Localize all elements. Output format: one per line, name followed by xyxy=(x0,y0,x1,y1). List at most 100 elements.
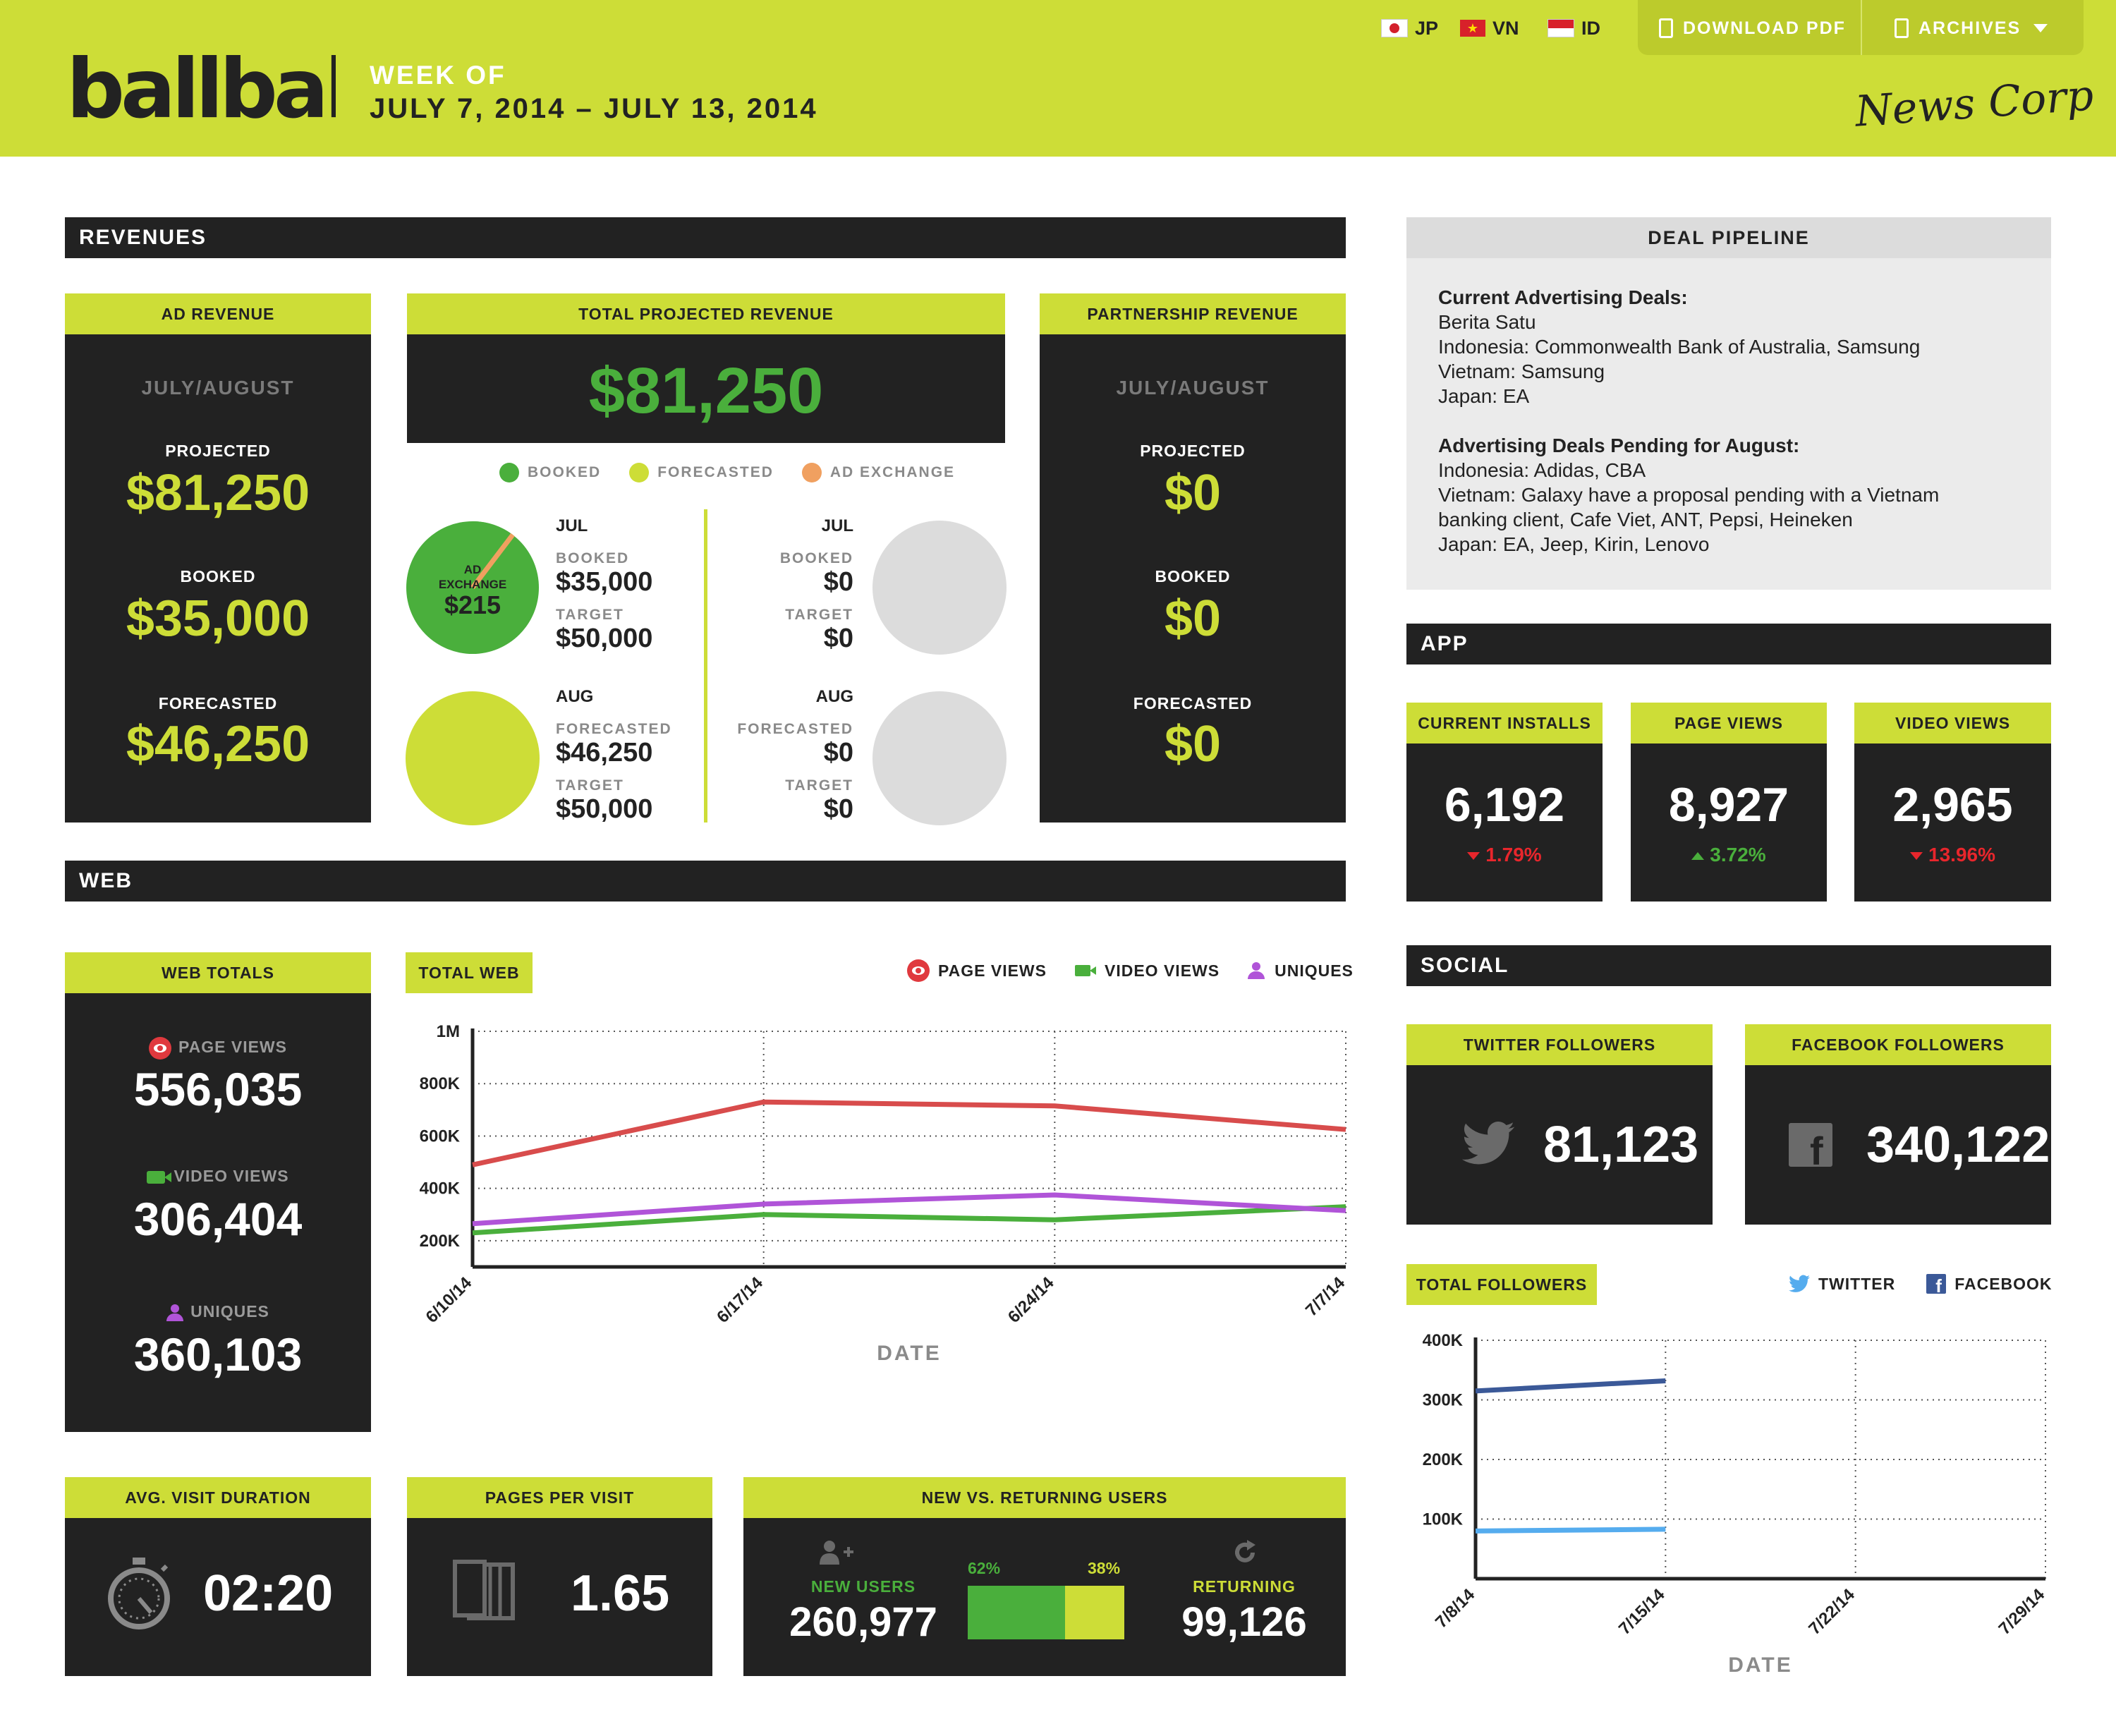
partner-jul-booked-value: $0 xyxy=(823,567,853,597)
svg-text:EXCHANGE: EXCHANGE xyxy=(439,578,506,591)
jul-target-label: TARGET xyxy=(556,607,624,623)
returning-label: RETURNING xyxy=(1193,1577,1296,1596)
ad-exchange-legend-icon xyxy=(801,463,822,482)
partner-aug-target-value: $0 xyxy=(823,794,853,824)
projected-label: PROJECTED xyxy=(1140,442,1246,460)
installs-value: 6,192 xyxy=(1444,778,1565,832)
new-pct: 62% xyxy=(968,1559,1001,1577)
projected-value: $81,250 xyxy=(126,465,310,521)
eye-icon xyxy=(907,959,930,982)
add-user-icon xyxy=(820,1541,855,1565)
x-tick-label: 7/7/14 xyxy=(1302,1273,1349,1321)
country-jp[interactable]: JP xyxy=(1381,16,1438,41)
revenue-legend: BOOKED FORECASTED AD EXCHANGE xyxy=(499,463,955,482)
ballball-logo-graphic: ballball xyxy=(61,42,377,137)
partner-aug-forecasted-label: FORECASTED xyxy=(737,721,853,737)
svg-text:ballball: ballball xyxy=(66,49,336,126)
document-icon xyxy=(1659,18,1673,38)
partner-jul-pie xyxy=(872,521,1007,655)
returning-value: 99,126 xyxy=(1181,1599,1307,1645)
ballball-logo: ballball xyxy=(61,42,377,137)
series-line-page-views xyxy=(472,1099,1346,1167)
booked-legend-icon xyxy=(499,463,519,482)
archives-label: ARCHIVES xyxy=(1919,18,2021,38)
total-projected-title: TOTAL PROJECTED REVENUE xyxy=(407,293,1005,334)
social-section-header: SOCIAL xyxy=(1406,945,2051,986)
partner-jul-target-value: $0 xyxy=(823,624,853,653)
twitter-icon xyxy=(1461,1121,1515,1165)
facebook-followers-tile: f 340,122 xyxy=(1745,1065,2051,1225)
legend-label: AD EXCHANGE xyxy=(829,464,956,480)
total-web-chart: 200K 400K 600K 800K 1M 6/10/14 6/17/14 6/24/14 7… xyxy=(420,1022,1349,1365)
total-followers-chart: 100K 200K 300K 400K 7/8/14 7/15/14 7/22/14 7/29… xyxy=(1423,1331,2049,1677)
user-icon xyxy=(166,1304,184,1321)
y-tick-label: 200K xyxy=(1423,1450,1464,1469)
web-video-views-value: 306,404 xyxy=(133,1193,303,1245)
web-uniques-label-row: UNIQUES xyxy=(65,1302,371,1321)
partnership-revenue-title: PARTNERSHIP REVENUE xyxy=(1040,293,1346,334)
ad-revenue-period: JULY/AUGUST xyxy=(141,377,295,399)
forecasted-legend-icon xyxy=(629,463,650,482)
avg-visit-tile: 02:20 xyxy=(65,1518,371,1676)
twitter-followers-title: TWITTER FOLLOWERS xyxy=(1406,1024,1713,1065)
web-uniques-value: 360,103 xyxy=(133,1328,303,1380)
legend-video-views: VIDEO VIEWS xyxy=(1105,961,1220,980)
aug-forecasted-pie xyxy=(406,691,540,825)
web-page-views-value: 556,035 xyxy=(133,1063,303,1115)
legend-uniques: UNIQUES xyxy=(1275,961,1354,980)
legend-twitter: TWITTER xyxy=(1818,1274,1896,1293)
jul-month-label: JUL xyxy=(556,516,588,535)
aug-forecasted-label: FORECASTED xyxy=(556,721,672,737)
country-id[interactable]: ID xyxy=(1548,16,1600,41)
x-tick-label: 7/29/14 xyxy=(1995,1585,2049,1639)
deal-line: Indonesia: Adidas, CBA xyxy=(1438,459,1646,481)
aug-target-label: TARGET xyxy=(556,777,624,794)
y-tick-label: 200K xyxy=(420,1232,461,1251)
user-icon xyxy=(1248,962,1265,979)
app-tile-title: VIDEO VIEWS xyxy=(1854,703,2051,743)
page-views-value: 8,927 xyxy=(1668,778,1789,832)
action-divider xyxy=(1861,0,1862,55)
x-tick-label: 7/15/14 xyxy=(1615,1585,1669,1639)
revenue-divider xyxy=(704,509,707,823)
week-of-label: WEEK OF xyxy=(370,61,506,90)
down-arrow-icon xyxy=(1910,852,1923,861)
chevron-down-icon xyxy=(2033,24,2048,32)
archives-dropdown[interactable]: ARCHIVES xyxy=(1895,14,2048,42)
change-text: 1.79% xyxy=(1485,844,1542,866)
aug-target-value: $50,000 xyxy=(556,794,653,824)
x-tick-label: 7/8/14 xyxy=(1432,1585,1479,1632)
partner-aug-target-label: TARGET xyxy=(785,777,853,794)
page-views-label: PAGE VIEWS xyxy=(178,1038,287,1057)
video-views-change: 13.96% xyxy=(1854,844,2051,866)
new-returning-bar xyxy=(968,1586,1124,1639)
app-tile-title: PAGE VIEWS xyxy=(1631,703,1827,743)
download-pdf-button[interactable]: DOWNLOAD PDF xyxy=(1659,14,1846,42)
returning-pct: 38% xyxy=(1088,1559,1121,1577)
y-tick-label: 400K xyxy=(1423,1331,1464,1350)
forecasted-value: $46,250 xyxy=(126,716,310,772)
current-deals-heading: Current Advertising Deals: xyxy=(1438,286,1688,308)
up-arrow-icon xyxy=(1691,852,1705,861)
jul-booked-label: BOOKED xyxy=(556,550,630,566)
x-tick-label: 6/17/14 xyxy=(713,1273,767,1327)
y-tick-label: 300K xyxy=(1423,1391,1464,1410)
avg-visit-value: 02:20 xyxy=(203,1565,334,1622)
avg-visit-title: AVG. VISIT DURATION xyxy=(65,1477,371,1518)
svg-text:$215: $215 xyxy=(444,590,501,619)
video-camera-icon xyxy=(147,1170,172,1184)
ad-revenue-tile: JULY/AUGUST PROJECTED $81,250 BOOKED $35… xyxy=(65,334,371,823)
eye-icon xyxy=(149,1037,171,1060)
ad-revenue-title: AD REVENUE xyxy=(65,293,371,334)
deal-line: Berita Satu xyxy=(1438,311,1536,333)
country-vn[interactable]: ★ VN xyxy=(1460,16,1519,41)
new-users-label: NEW USERS xyxy=(810,1577,916,1596)
y-tick-label: 400K xyxy=(420,1179,461,1198)
x-tick-label: 6/24/14 xyxy=(1004,1273,1058,1327)
pages-per-visit-title: PAGES PER VISIT xyxy=(407,1477,712,1518)
deal-line: banking client, Cafe Viet, ANT, Pepsi, H… xyxy=(1438,509,1853,530)
booked-label: BOOKED xyxy=(1155,567,1231,585)
deal-pipeline-panel: DEAL PIPELINE Current Advertising Deals:… xyxy=(1406,217,2051,590)
deal-line: Vietnam: Samsung xyxy=(1438,360,1605,382)
x-tick-label: 6/10/14 xyxy=(422,1273,476,1327)
